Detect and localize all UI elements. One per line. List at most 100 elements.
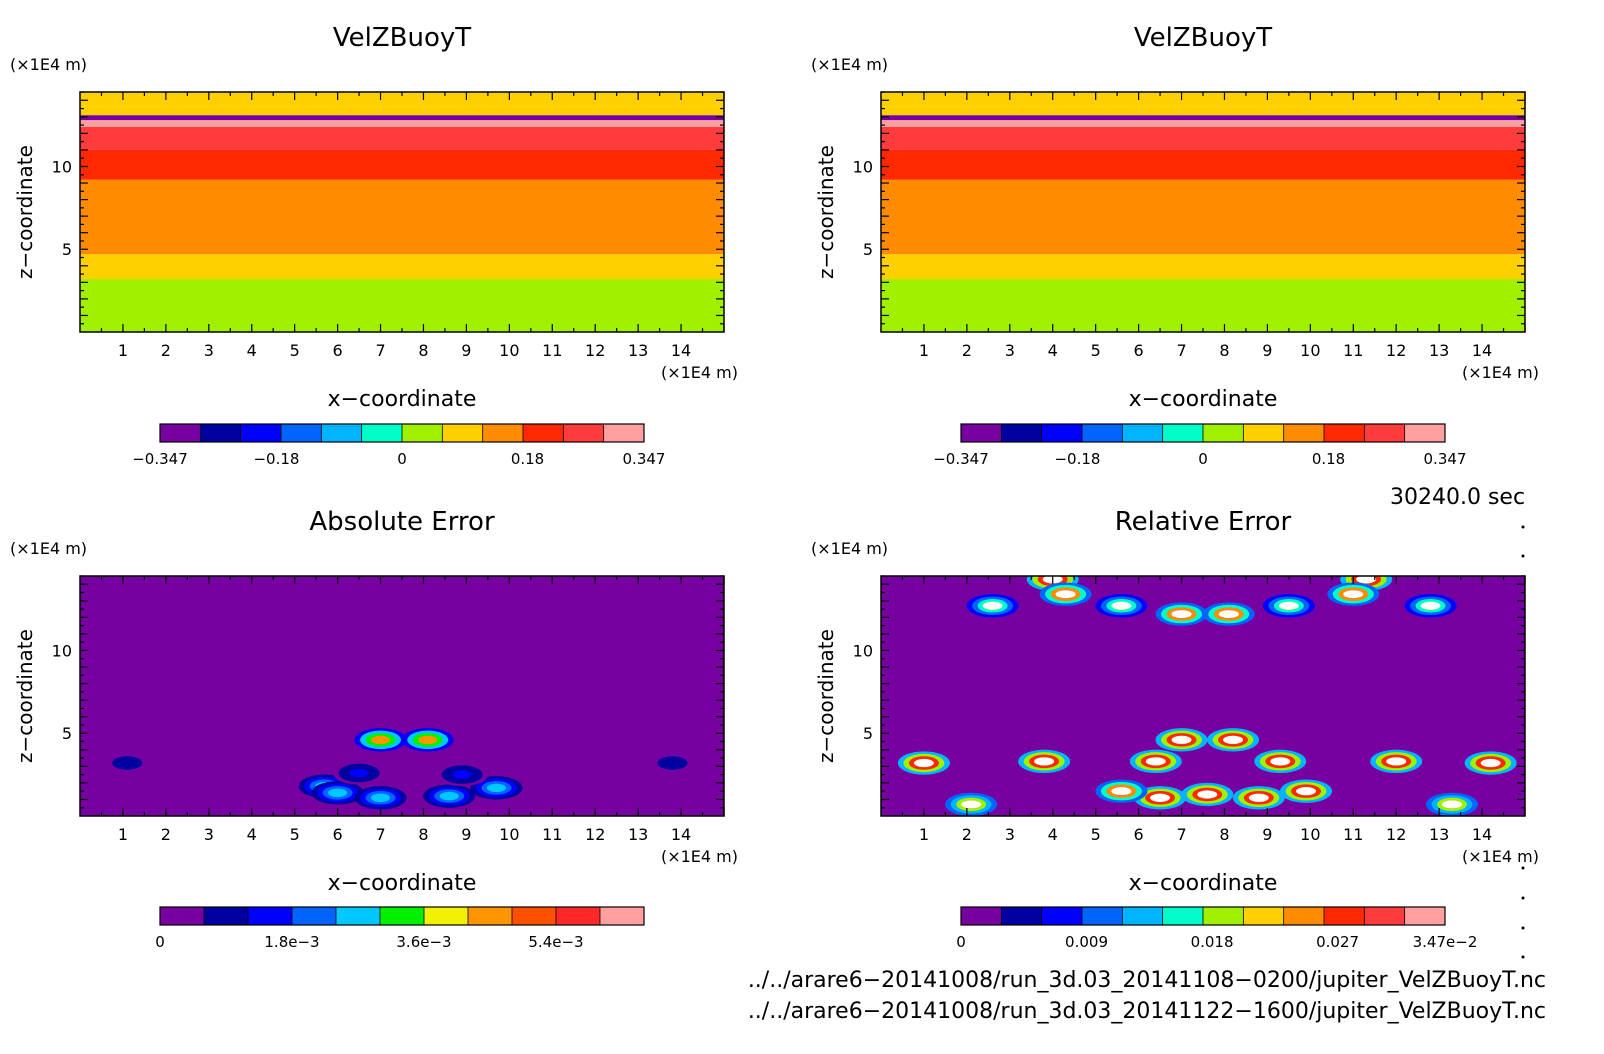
x-tick-label: 11: [1343, 341, 1363, 360]
margin-dot: [1521, 554, 1525, 558]
x-tick-label: 8: [1219, 825, 1229, 844]
contour-band: [80, 279, 724, 332]
z-axis: 5 10: [853, 575, 1525, 809]
contour-band: [881, 106, 1525, 116]
x-axis: 1 2 3 4 5 6 7 8 9 10 11 12 13 14: [901, 576, 1526, 844]
x-tick-label: 9: [1262, 341, 1272, 360]
x-tick-label: 9: [1262, 825, 1272, 844]
colorbar-tick-label: 0: [155, 933, 165, 951]
colorbar-swatch: [200, 424, 242, 442]
contour-band: [80, 120, 724, 127]
contour-blob: [328, 788, 348, 798]
contour-blob-peak: [1356, 576, 1377, 584]
panel-2: VelZBuoyT(×1E4 m)1 2 3 4 5 6 7 8 9 10 11 12 13 14(×1E…: [811, 23, 1539, 468]
colorbar-tick-label: 0: [1198, 450, 1208, 468]
colorbar-swatch: [1404, 907, 1446, 925]
panel-title: VelZBuoyT: [333, 23, 471, 53]
z-tick-label: 10: [52, 641, 72, 660]
colorbar-swatch: [1001, 907, 1043, 925]
z-tick-label: 5: [863, 724, 873, 743]
z-axis-label: z−coordinate: [814, 145, 838, 279]
contour-field: [80, 576, 724, 816]
colorbar: 0 0.009 0.018 0.027 3.47e−2: [956, 906, 1477, 951]
colorbar-swatch: [1162, 907, 1204, 925]
contour-background: [80, 576, 724, 816]
colorbar-swatch: [1364, 424, 1406, 442]
x-tick-label: 8: [418, 341, 428, 360]
contour-band: [881, 149, 1525, 180]
x-tick-label: 13: [628, 825, 648, 844]
colorbar-swatch: [512, 907, 557, 925]
panel-1: VelZBuoyT(×1E4 m)1 2 3 4 5 6 7 8 9 10 11 12 13 14(×1E…: [10, 23, 738, 468]
colorbar-swatch: [1082, 424, 1123, 442]
time-label: 30240.0 sec: [1390, 485, 1526, 510]
contour-blob-peak: [982, 601, 1003, 610]
colorbar-swatch: [1364, 907, 1406, 925]
contour-blob: [662, 758, 682, 768]
margin-dot: [1521, 896, 1525, 900]
x-tick-label: 8: [418, 825, 428, 844]
x-tick-label: 13: [1429, 341, 1449, 360]
contour-band: [881, 120, 1525, 127]
contour-band: [881, 254, 1525, 280]
x-tick-label: 1: [919, 341, 929, 360]
colorbar-swatch: [600, 907, 645, 925]
x-axis-label: x−coordinate: [1129, 871, 1278, 896]
x-tick-label: 5: [1091, 825, 1101, 844]
colorbar-tick-label: 1.8e−3: [264, 933, 319, 951]
colorbar-swatch: [248, 907, 293, 925]
x-tick-label: 11: [1343, 825, 1363, 844]
colorbar-swatch: [204, 907, 249, 925]
x-tick-label: 12: [585, 825, 605, 844]
contour-field: [80, 92, 724, 332]
x-tick-label: 3: [1005, 341, 1015, 360]
colorbar-swatch: [1404, 424, 1446, 442]
x-tick-label: 14: [1472, 341, 1492, 360]
colorbar-tick-label: 0.18: [511, 450, 544, 468]
x-tick-label: 1: [118, 825, 128, 844]
x-axis-label: x−coordinate: [1129, 387, 1278, 412]
colorbar: −0.347 −0.18 0 0.18 0.347: [933, 423, 1466, 468]
x-unit-label: (×1E4 m): [1462, 847, 1539, 866]
colorbar-swatch: [1283, 907, 1325, 925]
contour-blob: [371, 735, 391, 745]
colorbar-swatch: [523, 424, 564, 442]
x-axis: 1 2 3 4 5 6 7 8 9 10 11 12 13 14: [100, 576, 725, 844]
contour-blob-peak: [1296, 787, 1317, 796]
contour-blob-peak: [1480, 759, 1501, 768]
z-unit-label: (×1E4 m): [811, 55, 888, 74]
colorbar-swatch: [1243, 907, 1285, 925]
panel-3: Absolute Error(×1E4 m)1 2 3 4 5 6 7 8 9 10 11 12 13 1…: [10, 507, 738, 951]
colorbar-tick-label: −0.18: [1054, 450, 1100, 468]
z-unit-label: (×1E4 m): [10, 55, 87, 74]
x-tick-label: 3: [204, 825, 214, 844]
x-tick-label: 14: [1472, 825, 1492, 844]
contour-blob: [486, 783, 506, 793]
panel-4: Relative Error(×1E4 m)1 2 3 4 5 6 7 8 9 10 11 12 13 1…: [811, 507, 1539, 951]
x-tick-label: 14: [671, 825, 691, 844]
contour-band: [80, 115, 724, 121]
colorbar-swatch: [281, 424, 322, 442]
z-tick-label: 10: [853, 157, 873, 176]
colorbar-frame: [159, 906, 645, 926]
colorbar-tick-label: 3.6e−3: [396, 933, 451, 951]
contour-blob-peak: [1343, 590, 1364, 599]
contour-band: [881, 279, 1525, 332]
colorbar-swatch: [482, 424, 524, 442]
contour-blob-peak: [1145, 757, 1166, 766]
contour-band: [881, 92, 1525, 107]
z-axis-label: z−coordinate: [13, 145, 37, 279]
contour-field: [881, 576, 1525, 816]
x-tick-label: 5: [290, 341, 300, 360]
x-tick-label: 14: [671, 341, 691, 360]
z-axis: 5 10: [853, 91, 1525, 325]
x-tick-label: 6: [1134, 825, 1144, 844]
contour-blob-peak: [1218, 610, 1239, 619]
contour-band: [80, 92, 724, 107]
contour-band: [881, 115, 1525, 121]
x-tick-label: 5: [1091, 341, 1101, 360]
contour-blob-peak: [1034, 757, 1055, 766]
x-unit-label: (×1E4 m): [1462, 363, 1539, 382]
colorbar-swatch: [1041, 424, 1083, 442]
contour-band: [881, 179, 1525, 255]
